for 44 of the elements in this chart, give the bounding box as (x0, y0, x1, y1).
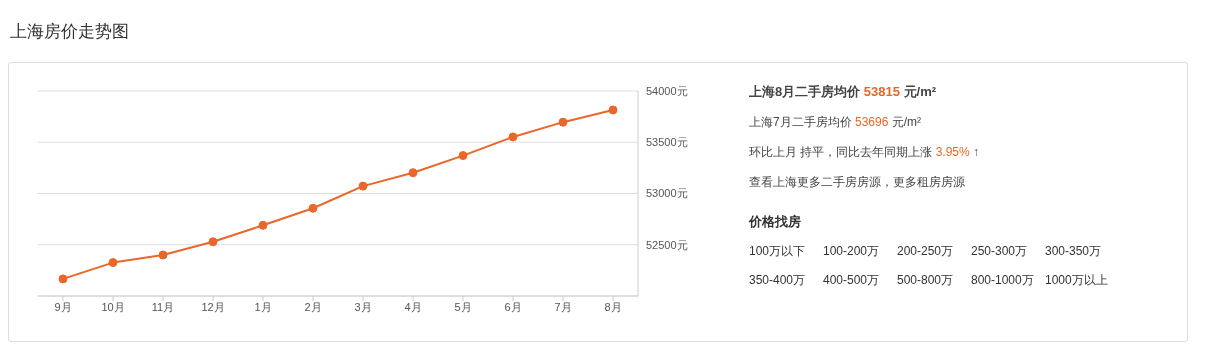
text: 350-400万 (749, 272, 807, 289)
point (558, 117, 568, 127)
point (158, 250, 168, 260)
point (408, 168, 418, 178)
x-tick-label: 10月 (101, 300, 125, 313)
text: 500-800万 (897, 272, 955, 289)
text: 上海7月二手房均价 53696 元/m² (749, 115, 922, 129)
point (108, 258, 118, 268)
chart-title: 上海房价走势图 (10, 21, 129, 43)
point (58, 274, 68, 284)
x-tick-label: 7月 (554, 300, 572, 313)
point (458, 151, 468, 161)
x-tick-label: 3月 (354, 300, 372, 313)
text: 400-500万 (823, 272, 881, 289)
point (508, 132, 518, 142)
text: 300-350万 (1045, 243, 1103, 260)
text: 上海8月二手房均价 53815 元/m² (749, 84, 937, 99)
x-tick-label: 9月 (54, 300, 72, 313)
x-tick-label: 5月 (454, 300, 472, 313)
y-tick-label: 53500元 (646, 136, 688, 149)
x-tick-label: 12月 (201, 300, 225, 313)
x-tick-label: 1月 (254, 300, 272, 313)
x-tick-label: 6月 (504, 300, 522, 313)
point (358, 181, 368, 191)
text: 1000万以上 (1045, 272, 1109, 289)
text: 环比上月 持平，同比去年同期上涨 3.95% ↑ (749, 145, 980, 159)
x-tick-label: 8月 (604, 300, 622, 313)
point (208, 237, 218, 247)
text: 价格找房 (749, 213, 802, 231)
x-tick-label: 11月 (151, 300, 175, 313)
x-tick-label: 4月 (404, 300, 422, 313)
text: 200-250万 (897, 243, 955, 260)
point (258, 220, 268, 230)
point (308, 203, 318, 213)
text: 250-300万 (971, 243, 1029, 260)
text: 100万以下 (749, 243, 807, 260)
text: 800-1000万 (971, 272, 1035, 289)
y-tick-label: 53000元 (646, 187, 688, 200)
y-tick-label: 54000元 (646, 84, 688, 97)
x-tick-label: 2月 (304, 300, 322, 313)
point (608, 105, 618, 115)
text: 查看上海更多二手房房源，更多租房房源 (749, 175, 965, 189)
text: 100-200万 (823, 243, 881, 260)
y-tick-label: 52500元 (646, 238, 688, 251)
